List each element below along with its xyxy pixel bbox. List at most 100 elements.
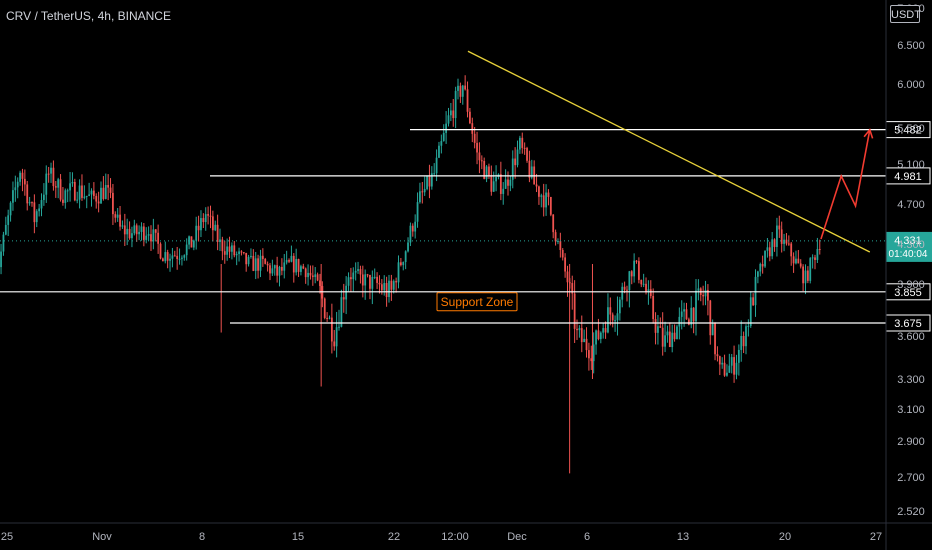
candle xyxy=(414,214,417,239)
candle xyxy=(309,265,312,280)
candle xyxy=(604,321,607,339)
currency-selector[interactable]: USDT xyxy=(890,5,921,23)
candle xyxy=(342,283,345,313)
candle xyxy=(583,329,586,343)
candle xyxy=(616,296,619,336)
candle xyxy=(680,300,683,330)
time-axis-tick: 13 xyxy=(677,531,689,543)
candle xyxy=(735,354,738,380)
candle xyxy=(390,274,393,301)
candle xyxy=(107,174,110,201)
candle xyxy=(190,236,193,248)
candle xyxy=(766,238,769,258)
candle xyxy=(783,233,785,252)
candle xyxy=(802,264,805,292)
svg-text:3.675: 3.675 xyxy=(894,318,922,330)
candle xyxy=(350,267,352,292)
candle xyxy=(702,285,705,306)
candle xyxy=(197,215,200,242)
candle xyxy=(533,160,536,185)
level-price-label: 4.981 xyxy=(885,167,931,185)
candle xyxy=(21,168,24,192)
candle xyxy=(409,222,412,247)
candle xyxy=(73,178,76,202)
candle xyxy=(278,265,281,287)
time-axis-tick: 22 xyxy=(388,531,400,543)
candle xyxy=(495,165,497,192)
candle xyxy=(564,253,567,278)
candle xyxy=(288,258,290,264)
candle xyxy=(47,166,50,183)
candle xyxy=(666,325,669,343)
candle xyxy=(599,331,602,344)
candle xyxy=(664,321,666,353)
candle xyxy=(361,265,364,298)
candle xyxy=(595,329,597,355)
candle xyxy=(592,332,595,374)
candle xyxy=(273,264,276,276)
candle xyxy=(557,238,559,245)
candle xyxy=(633,253,636,283)
candle xyxy=(330,303,333,354)
candle xyxy=(652,288,655,324)
support-zone-label: Support Zone xyxy=(436,292,518,312)
candle xyxy=(254,251,257,280)
price-axis-tick: 3.100 xyxy=(897,404,925,416)
candle xyxy=(311,265,314,286)
candle xyxy=(459,82,462,103)
candle xyxy=(378,275,381,294)
candle xyxy=(630,270,633,285)
candle xyxy=(233,241,236,258)
candle xyxy=(345,276,348,315)
candle xyxy=(185,238,188,261)
candle xyxy=(759,262,762,277)
time-axis-tick: Nov xyxy=(92,531,112,543)
candle xyxy=(33,194,36,234)
candle xyxy=(31,201,33,207)
price-axis-tick: 2.700 xyxy=(897,472,925,484)
candle xyxy=(673,324,676,342)
candle xyxy=(447,107,450,127)
candle xyxy=(169,253,171,272)
candle xyxy=(238,247,240,262)
candle xyxy=(307,264,309,286)
candle xyxy=(192,239,195,251)
candle xyxy=(561,248,564,261)
candle xyxy=(754,269,757,317)
candle xyxy=(45,165,48,203)
candle xyxy=(157,224,160,254)
candle xyxy=(352,267,355,292)
level-price-label: 5.482 xyxy=(885,121,931,139)
candle xyxy=(578,325,581,338)
candle xyxy=(354,262,357,281)
candle xyxy=(488,163,490,179)
candle xyxy=(264,257,267,265)
symbol-title[interactable]: CRV / TetherUS, 4h, BINANCE xyxy=(6,9,171,23)
candle xyxy=(154,229,157,242)
candle xyxy=(383,275,386,296)
svg-text:3.855: 3.855 xyxy=(894,287,922,299)
candle xyxy=(635,260,638,264)
candle xyxy=(438,141,440,159)
candle xyxy=(699,287,702,302)
candle xyxy=(138,225,140,241)
candle xyxy=(747,319,750,337)
candle xyxy=(492,171,495,192)
candle xyxy=(804,264,807,295)
candle xyxy=(95,193,98,209)
candle xyxy=(112,183,114,225)
candle xyxy=(104,173,107,200)
candle xyxy=(571,275,574,310)
candle xyxy=(242,252,245,255)
candle xyxy=(811,254,814,269)
candle xyxy=(478,142,481,174)
candle xyxy=(78,179,81,209)
candle xyxy=(464,75,467,91)
time-axis-tick: Dec xyxy=(507,531,527,543)
candle xyxy=(573,280,576,343)
candle xyxy=(209,205,212,229)
candle xyxy=(647,280,650,305)
candle xyxy=(806,266,809,284)
candle xyxy=(259,249,262,278)
